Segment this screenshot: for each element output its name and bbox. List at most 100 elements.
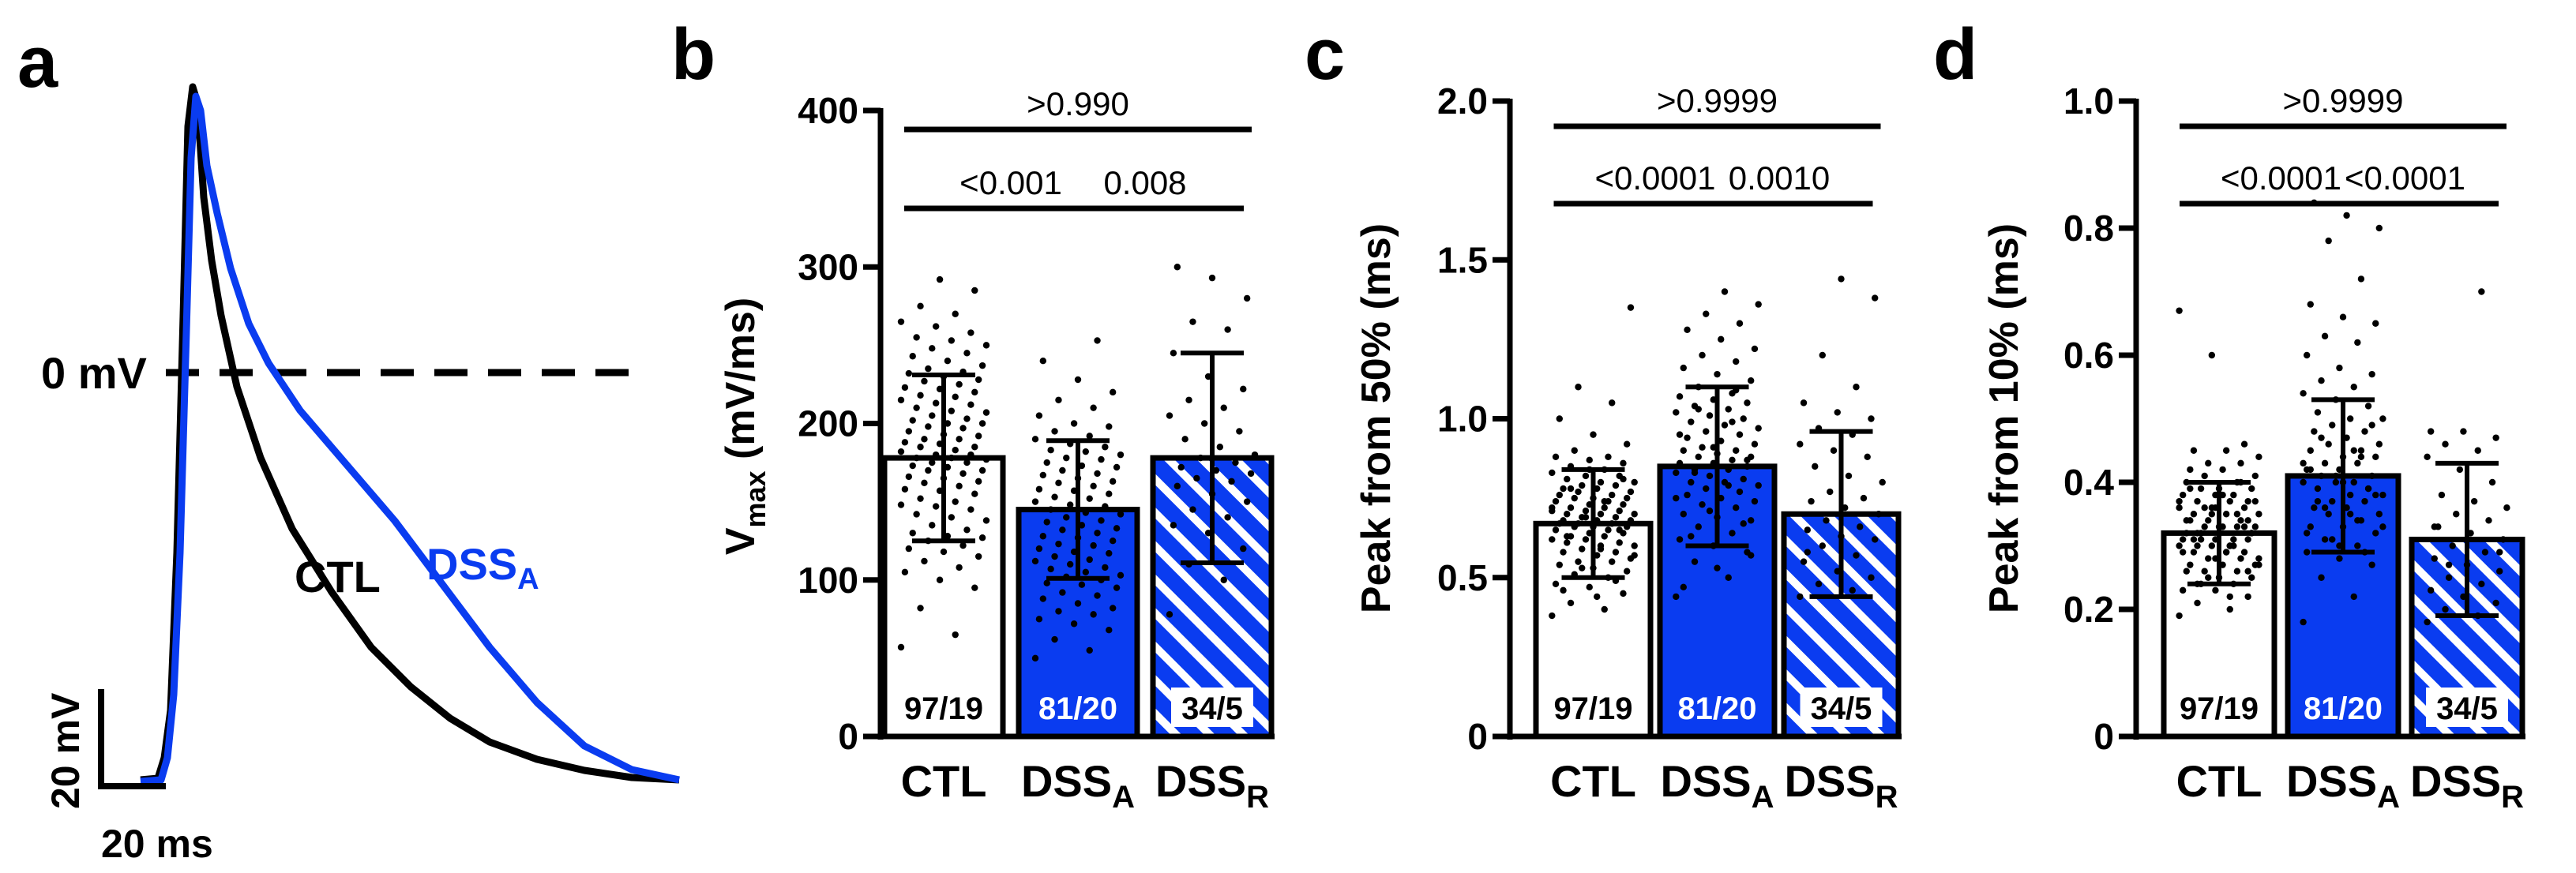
y-tick-label: 1.0 (2063, 81, 2114, 122)
data-point (1109, 388, 1117, 396)
data-point (2244, 536, 2251, 543)
data-point (2427, 428, 2435, 435)
data-point (1744, 399, 1751, 407)
data-point (940, 548, 948, 556)
data-point (932, 451, 940, 459)
data-point (1560, 586, 1567, 594)
data-point (2179, 491, 2187, 499)
data-point (1868, 574, 1875, 581)
data-point (2190, 447, 2198, 454)
data-point (1109, 537, 1117, 545)
data-point (1582, 536, 1590, 543)
data-point (978, 534, 986, 541)
data-point (913, 334, 920, 341)
data-point (1631, 542, 1638, 549)
data-point (2329, 422, 2336, 429)
data-point (2201, 472, 2208, 480)
data-point (909, 530, 916, 537)
panel-b-vmax-chart: 0 100 200 300 400 Vmax (mV/ms) 97/19 81/20 34/5 C… (718, 85, 1275, 815)
data-point (952, 310, 959, 317)
data-point (1220, 576, 1227, 583)
data-point (1827, 488, 1834, 496)
y-tick-label: 0 (838, 716, 858, 757)
data-point (913, 511, 920, 518)
data-point (982, 455, 990, 463)
data-point (1066, 501, 1074, 508)
data-point (1228, 478, 1235, 485)
data-point (1197, 454, 1204, 462)
data-point (1721, 422, 1729, 429)
data-point (967, 329, 974, 336)
data-point (1695, 406, 1702, 413)
data-point (1673, 469, 1680, 477)
data-point (1740, 475, 1747, 483)
data-point (1090, 541, 1097, 549)
data-point (932, 399, 940, 407)
data-point (1830, 447, 1838, 454)
data-point (2364, 403, 2372, 410)
data-point (1051, 428, 1058, 435)
data-point (1733, 504, 1740, 511)
data-point (967, 506, 974, 513)
data-point (2176, 504, 2183, 511)
data-point (1691, 469, 1699, 477)
data-point (2357, 453, 2365, 460)
data-point (956, 380, 963, 388)
data-point (925, 423, 932, 430)
data-point (2194, 542, 2201, 549)
data-point (921, 377, 928, 385)
data-point (2445, 561, 2453, 568)
data-point (959, 541, 967, 549)
data-point (1733, 358, 1740, 365)
data-point (1823, 517, 1830, 524)
data-point (2346, 511, 2354, 518)
data-point (952, 631, 959, 639)
data-point (2321, 504, 2329, 511)
dss-a-trace-label: DSSA (426, 539, 539, 596)
data-point (1082, 509, 1090, 516)
data-point (2194, 599, 2201, 607)
data-point (2346, 415, 2354, 422)
y-tick-label: 1.5 (1437, 239, 1488, 280)
data-point (2300, 390, 2307, 397)
data-point (917, 495, 924, 502)
data-point (2233, 568, 2241, 575)
data-point (1853, 384, 1860, 391)
data-point (1838, 275, 1845, 283)
data-point (2255, 555, 2262, 562)
data-point (2372, 320, 2379, 327)
data-point (2460, 428, 2467, 435)
data-point (1039, 533, 1047, 540)
data-point (913, 454, 920, 462)
data-point (971, 490, 978, 497)
data-point (1102, 503, 1109, 510)
data-point (2492, 434, 2499, 441)
data-point (1699, 444, 1706, 451)
data-point (2190, 511, 2198, 518)
data-point (2364, 485, 2372, 493)
data-point (897, 318, 905, 325)
data-point (1074, 376, 1082, 384)
data-point (2343, 212, 2350, 219)
data-point (1733, 447, 1740, 454)
data-point (1078, 581, 1086, 588)
data-point (2300, 478, 2307, 486)
data-point (2314, 485, 2322, 493)
data-point (1729, 456, 1736, 464)
data-point (1564, 475, 1571, 483)
data-point (1800, 399, 1808, 407)
data-point (2187, 561, 2194, 568)
data-point (1063, 454, 1070, 462)
data-point (1751, 440, 1759, 448)
data-point (2240, 440, 2248, 448)
data-point (2357, 275, 2365, 283)
data-point (2478, 580, 2485, 587)
data-point (1560, 485, 1567, 493)
category-label: DSSA (1021, 756, 1135, 815)
data-point (1166, 412, 1173, 419)
n-label: 97/19 (1553, 691, 1632, 726)
panel-b-label: b (671, 14, 715, 95)
p-value-label: >0.9999 (1657, 82, 1778, 119)
data-point (1094, 592, 1101, 599)
